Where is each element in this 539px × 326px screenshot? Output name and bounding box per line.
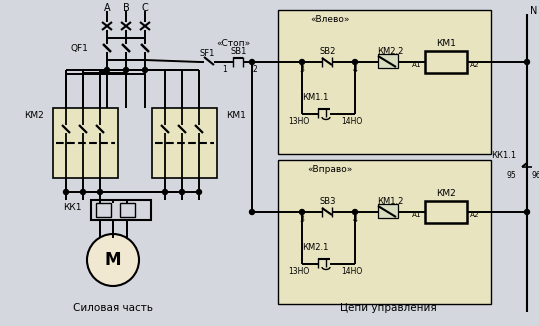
Bar [378, 204, 398, 218]
Circle shape [250, 210, 254, 215]
Bar [91, 200, 151, 220]
Circle shape [524, 60, 529, 65]
Text: Силовая часть: Силовая часть [73, 303, 153, 313]
Text: 3: 3 [300, 215, 305, 225]
Text: КМ1: КМ1 [226, 111, 246, 120]
Circle shape [123, 67, 128, 72]
Text: 3: 3 [300, 66, 305, 75]
Circle shape [87, 234, 139, 286]
Text: «Влево»: «Влево» [310, 16, 350, 24]
Bar [53, 108, 118, 178]
Text: КК1.1: КК1.1 [491, 151, 516, 159]
Circle shape [300, 60, 305, 65]
Circle shape [80, 189, 86, 195]
Bar [378, 54, 398, 68]
Text: C: C [142, 3, 148, 13]
Circle shape [353, 210, 357, 215]
Circle shape [250, 60, 254, 65]
Circle shape [300, 210, 305, 215]
Circle shape [64, 189, 68, 195]
Bar [96, 203, 111, 217]
Circle shape [197, 189, 202, 195]
Text: «Вправо»: «Вправо» [307, 166, 353, 174]
Text: 2: 2 [253, 65, 258, 73]
Text: A1: A1 [412, 212, 422, 218]
Text: 96: 96 [532, 171, 539, 181]
Text: A2: A2 [470, 212, 480, 218]
Text: B: B [123, 3, 129, 13]
Text: A1: A1 [412, 62, 422, 68]
Text: 14НО: 14НО [341, 117, 363, 126]
Bar [278, 10, 491, 154]
Bar [425, 51, 467, 73]
Text: SF1: SF1 [199, 49, 215, 57]
Text: SB2: SB2 [320, 47, 336, 55]
Text: 4: 4 [353, 66, 357, 75]
Text: КМ1.1: КМ1.1 [302, 93, 328, 101]
Text: «Стоп»: «Стоп» [216, 39, 250, 49]
Circle shape [179, 189, 184, 195]
Bar [120, 203, 135, 217]
Circle shape [142, 67, 148, 72]
Text: 14НО: 14НО [341, 268, 363, 276]
Text: N: N [530, 6, 537, 16]
Text: КМ2.1: КМ2.1 [302, 243, 328, 251]
Circle shape [524, 210, 529, 215]
Text: SB1: SB1 [231, 48, 247, 56]
Circle shape [105, 67, 109, 72]
Text: КМ1: КМ1 [436, 38, 456, 48]
Circle shape [162, 189, 168, 195]
Bar [278, 160, 491, 304]
Text: КМ2: КМ2 [24, 111, 44, 120]
Text: M: M [105, 251, 121, 269]
Text: 95: 95 [506, 171, 516, 181]
Text: 4: 4 [353, 215, 357, 225]
Text: SB3: SB3 [320, 197, 336, 205]
Bar [152, 108, 217, 178]
Text: 13НО: 13НО [288, 268, 309, 276]
Text: 1: 1 [223, 65, 227, 73]
Circle shape [98, 189, 102, 195]
Bar [425, 201, 467, 223]
Text: КМ2: КМ2 [436, 188, 456, 198]
Circle shape [353, 60, 357, 65]
Text: 13НО: 13НО [288, 117, 309, 126]
Text: КМ2.2: КМ2.2 [377, 47, 403, 55]
Text: A2: A2 [470, 62, 480, 68]
Text: Цепи управления: Цепи управления [340, 303, 437, 313]
Text: A: A [103, 3, 110, 13]
Text: КМ1.2: КМ1.2 [377, 197, 403, 205]
Text: КК1: КК1 [64, 202, 82, 212]
Text: QF1: QF1 [70, 45, 88, 53]
